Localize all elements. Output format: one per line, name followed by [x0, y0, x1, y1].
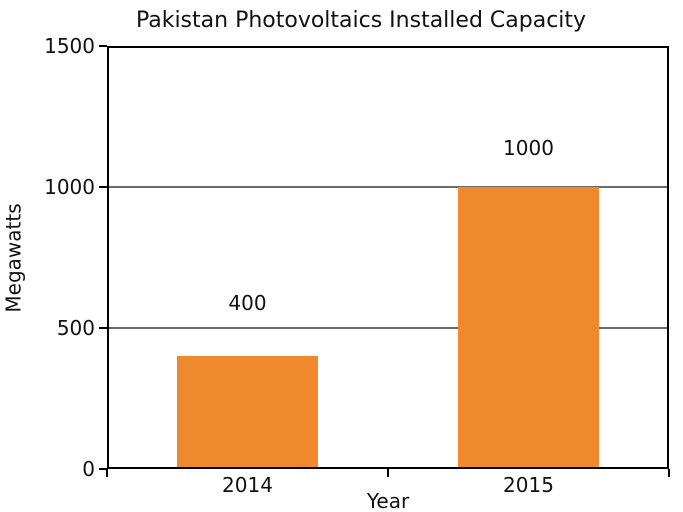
- chart-title: Pakistan Photovoltaics Installed Capacit…: [135, 8, 587, 33]
- x-tick-label-2015: 2015: [503, 473, 554, 497]
- y-tick-mark-1500: [99, 45, 107, 47]
- bar-2015: [458, 187, 599, 469]
- y-tick-label-1500: 1500: [44, 34, 95, 58]
- y-axis-label-container: Megawatts: [0, 46, 28, 469]
- y-axis-label: Megawatts: [2, 202, 27, 313]
- x-tick-label-2014: 2014: [222, 473, 273, 497]
- y-tick-label-0: 0: [82, 457, 95, 481]
- y-tick-mark-0: [99, 468, 107, 470]
- y-tick-label-500: 500: [56, 316, 95, 340]
- bar-value-label-2015: 1000: [503, 136, 554, 160]
- x-tick-mark-0: [106, 469, 108, 477]
- x-tick-mark-1: [387, 469, 389, 477]
- bar-value-label-2014: 400: [228, 291, 267, 316]
- x-tick-mark-2: [668, 469, 670, 477]
- y-tick-mark-500: [99, 327, 107, 329]
- y-tick-label-1000: 1000: [44, 175, 95, 199]
- gridline-500: [107, 327, 669, 329]
- gridline-1000: [107, 186, 669, 188]
- bar-2014: [177, 356, 318, 469]
- x-axis-label: Year: [366, 489, 410, 512]
- y-tick-mark-1000: [99, 186, 107, 188]
